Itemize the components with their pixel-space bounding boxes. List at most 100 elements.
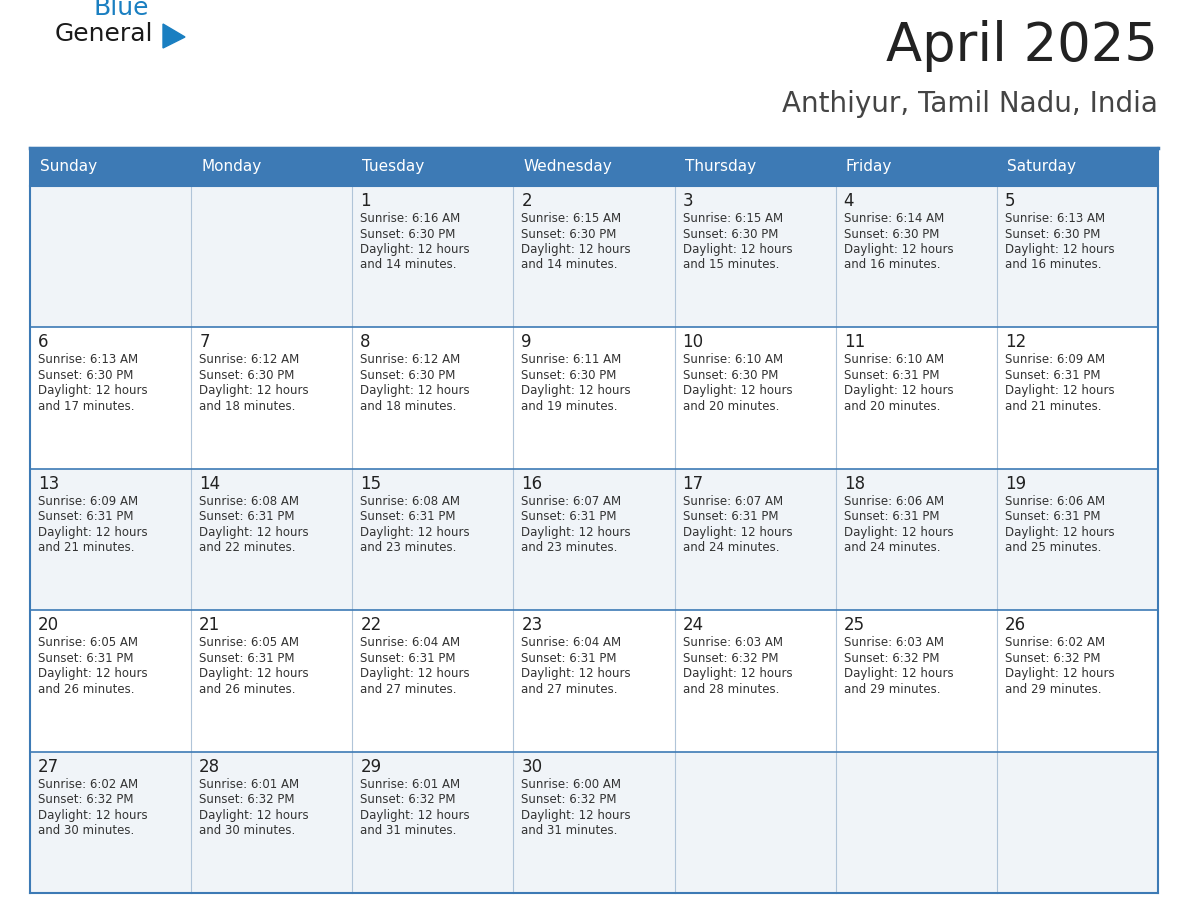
FancyBboxPatch shape <box>30 328 1158 469</box>
Text: Daylight: 12 hours: Daylight: 12 hours <box>683 385 792 397</box>
Text: Daylight: 12 hours: Daylight: 12 hours <box>522 243 631 256</box>
Text: and 16 minutes.: and 16 minutes. <box>1005 259 1101 272</box>
Polygon shape <box>163 24 185 48</box>
Text: and 24 minutes.: and 24 minutes. <box>843 542 940 554</box>
Text: and 30 minutes.: and 30 minutes. <box>38 824 134 837</box>
Text: and 15 minutes.: and 15 minutes. <box>683 259 779 272</box>
Text: Daylight: 12 hours: Daylight: 12 hours <box>683 526 792 539</box>
Text: Sunset: 6:31 PM: Sunset: 6:31 PM <box>360 510 456 523</box>
Text: Sunrise: 6:05 AM: Sunrise: 6:05 AM <box>200 636 299 649</box>
Text: and 23 minutes.: and 23 minutes. <box>360 542 456 554</box>
Text: 13: 13 <box>38 475 59 493</box>
Text: Sunrise: 6:02 AM: Sunrise: 6:02 AM <box>38 778 138 790</box>
Text: 28: 28 <box>200 757 220 776</box>
Text: April 2025: April 2025 <box>886 20 1158 72</box>
Text: Sunrise: 6:13 AM: Sunrise: 6:13 AM <box>38 353 138 366</box>
Text: Daylight: 12 hours: Daylight: 12 hours <box>200 526 309 539</box>
Text: Sunday: Sunday <box>40 160 97 174</box>
Text: Daylight: 12 hours: Daylight: 12 hours <box>38 526 147 539</box>
Text: 21: 21 <box>200 616 221 634</box>
Text: and 20 minutes.: and 20 minutes. <box>683 400 779 413</box>
Text: 12: 12 <box>1005 333 1026 352</box>
Text: Sunrise: 6:03 AM: Sunrise: 6:03 AM <box>683 636 783 649</box>
Text: Sunset: 6:30 PM: Sunset: 6:30 PM <box>843 228 939 241</box>
Text: Wednesday: Wednesday <box>524 160 612 174</box>
Text: Daylight: 12 hours: Daylight: 12 hours <box>522 385 631 397</box>
Text: Sunrise: 6:07 AM: Sunrise: 6:07 AM <box>683 495 783 508</box>
Text: Sunset: 6:31 PM: Sunset: 6:31 PM <box>1005 369 1100 382</box>
Text: and 19 minutes.: and 19 minutes. <box>522 400 618 413</box>
Text: Daylight: 12 hours: Daylight: 12 hours <box>843 385 953 397</box>
Text: Sunrise: 6:08 AM: Sunrise: 6:08 AM <box>360 495 460 508</box>
Text: Daylight: 12 hours: Daylight: 12 hours <box>200 385 309 397</box>
Text: Sunrise: 6:09 AM: Sunrise: 6:09 AM <box>1005 353 1105 366</box>
Text: 1: 1 <box>360 192 371 210</box>
Text: Sunrise: 6:04 AM: Sunrise: 6:04 AM <box>360 636 461 649</box>
Text: and 31 minutes.: and 31 minutes. <box>360 824 456 837</box>
Text: Sunset: 6:31 PM: Sunset: 6:31 PM <box>38 652 133 665</box>
Text: Sunrise: 6:01 AM: Sunrise: 6:01 AM <box>200 778 299 790</box>
Text: Sunrise: 6:15 AM: Sunrise: 6:15 AM <box>522 212 621 225</box>
Text: and 21 minutes.: and 21 minutes. <box>1005 400 1101 413</box>
FancyBboxPatch shape <box>513 148 675 186</box>
Text: and 22 minutes.: and 22 minutes. <box>200 542 296 554</box>
Text: 10: 10 <box>683 333 703 352</box>
Text: Sunset: 6:30 PM: Sunset: 6:30 PM <box>200 369 295 382</box>
Text: Sunrise: 6:07 AM: Sunrise: 6:07 AM <box>522 495 621 508</box>
Text: Sunset: 6:32 PM: Sunset: 6:32 PM <box>38 793 133 806</box>
Text: and 27 minutes.: and 27 minutes. <box>522 683 618 696</box>
Text: Sunrise: 6:13 AM: Sunrise: 6:13 AM <box>1005 212 1105 225</box>
Text: Daylight: 12 hours: Daylight: 12 hours <box>1005 526 1114 539</box>
Text: and 25 minutes.: and 25 minutes. <box>1005 542 1101 554</box>
Text: Sunrise: 6:10 AM: Sunrise: 6:10 AM <box>843 353 943 366</box>
Text: Sunset: 6:32 PM: Sunset: 6:32 PM <box>522 793 617 806</box>
Text: 23: 23 <box>522 616 543 634</box>
FancyBboxPatch shape <box>30 186 1158 328</box>
Text: 3: 3 <box>683 192 693 210</box>
Text: Sunset: 6:31 PM: Sunset: 6:31 PM <box>843 510 940 523</box>
Text: 14: 14 <box>200 475 220 493</box>
Text: and 30 minutes.: and 30 minutes. <box>200 824 296 837</box>
Text: Sunrise: 6:03 AM: Sunrise: 6:03 AM <box>843 636 943 649</box>
Text: 2: 2 <box>522 192 532 210</box>
FancyBboxPatch shape <box>30 148 191 186</box>
FancyBboxPatch shape <box>30 610 1158 752</box>
Text: and 18 minutes.: and 18 minutes. <box>360 400 456 413</box>
Text: 5: 5 <box>1005 192 1016 210</box>
Text: 22: 22 <box>360 616 381 634</box>
Text: Sunset: 6:32 PM: Sunset: 6:32 PM <box>360 793 456 806</box>
Text: Daylight: 12 hours: Daylight: 12 hours <box>360 667 470 680</box>
Text: 7: 7 <box>200 333 209 352</box>
Text: and 26 minutes.: and 26 minutes. <box>200 683 296 696</box>
Text: 16: 16 <box>522 475 543 493</box>
Text: and 31 minutes.: and 31 minutes. <box>522 824 618 837</box>
Text: Sunrise: 6:14 AM: Sunrise: 6:14 AM <box>843 212 944 225</box>
Text: 24: 24 <box>683 616 703 634</box>
Text: Sunset: 6:31 PM: Sunset: 6:31 PM <box>200 510 295 523</box>
Text: Daylight: 12 hours: Daylight: 12 hours <box>38 809 147 822</box>
Text: Daylight: 12 hours: Daylight: 12 hours <box>38 385 147 397</box>
Text: Sunrise: 6:15 AM: Sunrise: 6:15 AM <box>683 212 783 225</box>
Text: Daylight: 12 hours: Daylight: 12 hours <box>843 667 953 680</box>
Text: Sunrise: 6:06 AM: Sunrise: 6:06 AM <box>843 495 943 508</box>
Text: 27: 27 <box>38 757 59 776</box>
FancyBboxPatch shape <box>997 148 1158 186</box>
FancyBboxPatch shape <box>835 148 997 186</box>
Text: Daylight: 12 hours: Daylight: 12 hours <box>683 667 792 680</box>
Text: 8: 8 <box>360 333 371 352</box>
Text: and 16 minutes.: and 16 minutes. <box>843 259 940 272</box>
Text: 9: 9 <box>522 333 532 352</box>
Text: and 18 minutes.: and 18 minutes. <box>200 400 296 413</box>
Text: Daylight: 12 hours: Daylight: 12 hours <box>683 243 792 256</box>
FancyBboxPatch shape <box>675 148 835 186</box>
Text: Daylight: 12 hours: Daylight: 12 hours <box>200 667 309 680</box>
Text: Daylight: 12 hours: Daylight: 12 hours <box>1005 667 1114 680</box>
Text: Daylight: 12 hours: Daylight: 12 hours <box>360 385 470 397</box>
Text: and 27 minutes.: and 27 minutes. <box>360 683 456 696</box>
Text: Daylight: 12 hours: Daylight: 12 hours <box>38 667 147 680</box>
Text: Daylight: 12 hours: Daylight: 12 hours <box>360 526 470 539</box>
Text: 26: 26 <box>1005 616 1026 634</box>
Text: Sunset: 6:31 PM: Sunset: 6:31 PM <box>522 510 617 523</box>
Text: Sunset: 6:31 PM: Sunset: 6:31 PM <box>360 652 456 665</box>
Text: Daylight: 12 hours: Daylight: 12 hours <box>200 809 309 822</box>
